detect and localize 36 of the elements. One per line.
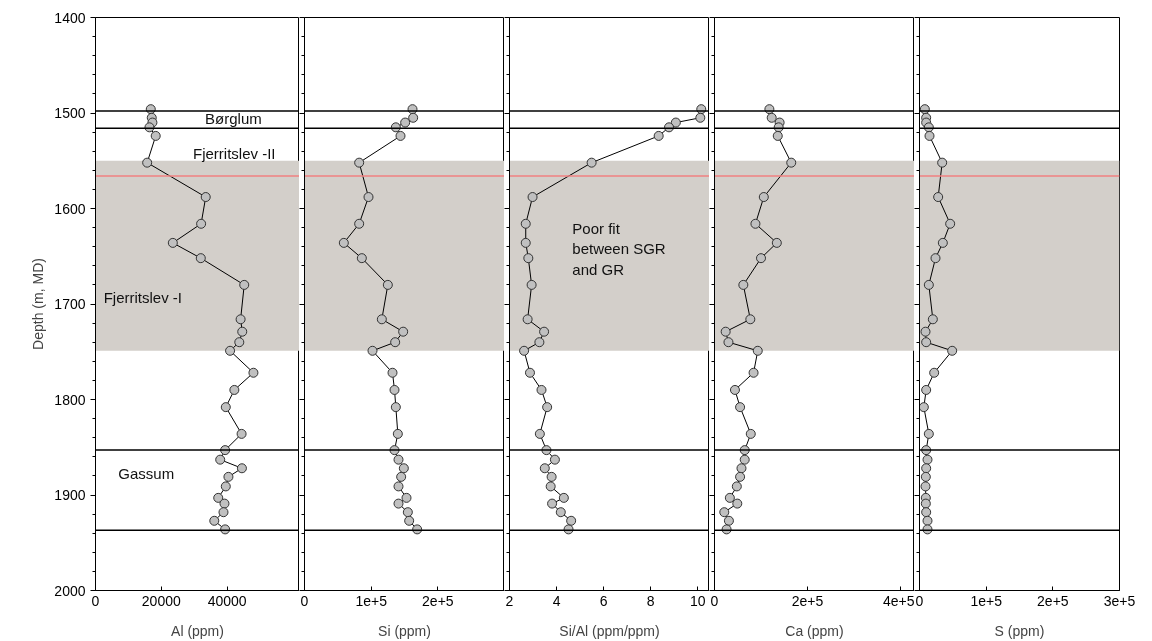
y-tick-label: 1600 [54,200,86,217]
x-tick-label: 4 [552,592,561,609]
y-tick-label: 1400 [54,9,86,26]
x-tick-label: 40000 [207,592,247,609]
x-axis-title: Al (ppm) [171,622,224,639]
x-tick-label: 0 [710,592,719,609]
x-axis-title: S (ppm) [994,622,1045,639]
x-tick-label: 2 [505,592,514,609]
x-tick-label: 4e+5 [882,592,915,609]
annotation: Gassum [118,465,175,483]
x-axis-title: Si/Al (ppm/ppm) [559,622,660,639]
y-tick-label: 1700 [54,296,86,312]
y-tick-label: 2000 [54,582,86,599]
x-tick-label: 1e+5 [355,592,388,609]
x-tick-label: 3e+5 [1103,592,1136,609]
y-axis-title: Depth (m, MD) [30,258,47,350]
x-tick-label: 10 [689,592,706,609]
x-tick-label: 6 [599,592,608,609]
annotation: Børglum [205,110,262,128]
annotation: Fjerritslev -II [193,144,276,162]
x-tick-label: 2e+5 [422,592,454,609]
x-axis-title: Si (ppm) [378,622,431,639]
x-axis-title: Ca (ppm) [785,622,844,639]
x-tick-label: 0 [91,592,100,609]
y-tick-label: 1500 [54,105,86,121]
x-tick-label: 2e+5 [1037,592,1069,609]
x-tick-label: 1e+5 [970,592,1003,609]
annotation: Fjerritslev -I [103,288,182,306]
x-tick-label: 0 [915,592,924,609]
x-tick-label: 20000 [141,592,181,609]
x-tick-label: 2e+5 [791,592,824,609]
x-tick-label: 0 [300,592,309,609]
y-tick-label: 1800 [54,391,86,408]
annotation: Poor fit between SGR and GR [572,219,666,278]
y-tick-label: 1900 [54,487,86,503]
x-tick-label: 8 [646,592,655,609]
